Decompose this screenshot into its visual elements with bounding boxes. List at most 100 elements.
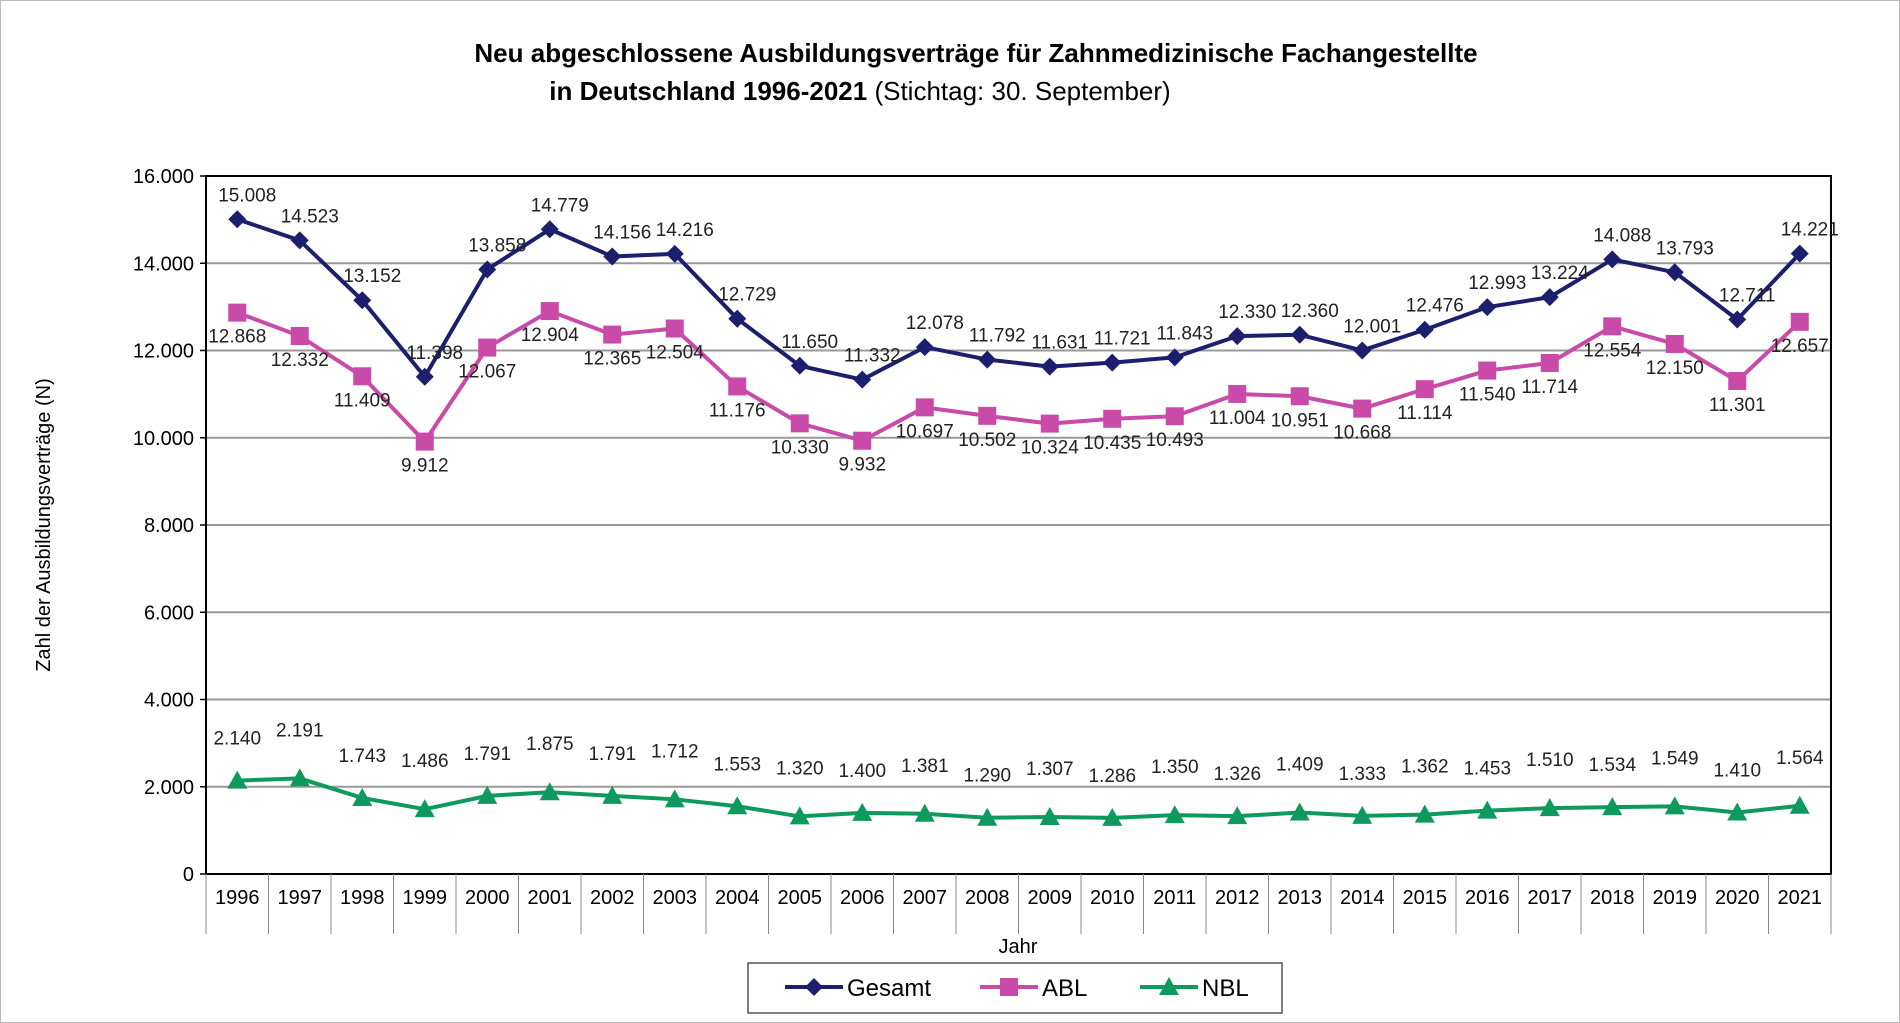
- data-point: [914, 803, 935, 822]
- x-tick-label: 2012: [1215, 887, 1260, 909]
- x-tick-label: 2004: [715, 887, 760, 909]
- chart-title-line2-bold: in Deutschland 1996-2021: [549, 76, 867, 106]
- data-point: [478, 338, 497, 357]
- y-axis-label: Zahl der Ausbildungsverträge (N): [33, 378, 55, 671]
- data-point: [1040, 414, 1059, 433]
- data-point: [290, 327, 309, 346]
- data-point: [1290, 387, 1309, 406]
- data-point: [1603, 317, 1622, 336]
- data-label: 1.549: [1651, 748, 1699, 769]
- x-tick-label: 2020: [1715, 887, 1760, 909]
- data-point: [1540, 353, 1559, 372]
- data-label: 12.868: [208, 327, 266, 348]
- data-point: [352, 787, 373, 806]
- data-point: [1790, 244, 1809, 263]
- data-point: [1227, 806, 1248, 825]
- chart-title-line1: Neu abgeschlossene Ausbildungsverträge f…: [474, 38, 1477, 68]
- data-label: 12.993: [1468, 273, 1526, 294]
- data-label: 9.932: [838, 455, 886, 476]
- y-tick-label: 0: [183, 864, 194, 886]
- data-label: 10.697: [896, 421, 954, 442]
- data-point: [665, 319, 684, 338]
- data-label: 12.001: [1343, 316, 1401, 337]
- data-label: 11.114: [1397, 403, 1453, 424]
- data-label: 12.330: [1218, 302, 1276, 323]
- data-point: [228, 303, 247, 322]
- data-point: [1539, 798, 1560, 817]
- data-label: 1.564: [1776, 748, 1824, 769]
- data-point: [1478, 361, 1497, 380]
- data-point: [1415, 380, 1434, 399]
- data-point: [789, 806, 810, 825]
- data-point: [1665, 263, 1684, 282]
- data-point: [790, 356, 809, 375]
- data-label: 1.320: [776, 758, 824, 779]
- data-label: 11.540: [1459, 385, 1516, 406]
- data-label: 12.657: [1771, 336, 1829, 357]
- series-gesamt: [228, 210, 1809, 389]
- data-label: 1.409: [1276, 755, 1324, 776]
- data-label: 14.156: [593, 222, 651, 243]
- data-label: 10.951: [1271, 410, 1329, 431]
- chart-title-line2-normal: (Stichtag: 30. September): [867, 76, 1170, 106]
- legend-marker-gesamt: [805, 978, 823, 996]
- data-label: 1.410: [1713, 760, 1761, 781]
- data-point: [853, 431, 872, 450]
- data-label: 1.326: [1213, 764, 1261, 785]
- x-tick-label: 2016: [1465, 887, 1510, 909]
- data-label: 11.650: [781, 332, 838, 353]
- data-point: [1040, 357, 1059, 376]
- data-point: [1102, 807, 1123, 826]
- data-point: [1352, 805, 1373, 824]
- y-tick-label: 14.000: [133, 253, 194, 275]
- data-label: 11.004: [1209, 408, 1266, 429]
- data-point: [1228, 384, 1247, 403]
- data-label: 1.486: [401, 751, 449, 772]
- data-point: [1228, 327, 1247, 346]
- data-label: 10.493: [1146, 430, 1204, 451]
- data-point: [978, 406, 997, 425]
- data-point: [1602, 797, 1623, 816]
- data-label: 1.290: [963, 766, 1011, 787]
- x-tick-label: 2011: [1153, 887, 1196, 909]
- x-axis-label: Jahr: [999, 936, 1038, 958]
- data-label: 11.792: [969, 326, 1026, 347]
- data-label: 1.553: [713, 754, 761, 775]
- x-tick-label: 2008: [965, 887, 1010, 909]
- data-point: [664, 789, 685, 808]
- data-point: [478, 260, 497, 279]
- series-line-abl: [236, 309, 1802, 444]
- data-label: 12.150: [1646, 358, 1704, 379]
- data-point: [353, 291, 372, 310]
- data-point: [665, 244, 684, 263]
- data-label: 1.743: [338, 746, 386, 767]
- data-label: 14.779: [531, 195, 589, 216]
- data-label: 12.711: [1719, 285, 1776, 306]
- data-label: 9.912: [401, 456, 449, 477]
- data-label: 1.333: [1338, 764, 1386, 785]
- series-line-gesamt: [236, 217, 1802, 382]
- x-tick-label: 2006: [840, 887, 885, 909]
- x-tick-label: 1999: [403, 887, 448, 909]
- data-point: [477, 785, 498, 804]
- data-point: [1790, 312, 1809, 331]
- data-point: [852, 802, 873, 821]
- data-point: [977, 807, 998, 826]
- data-label: 1.286: [1088, 766, 1136, 787]
- x-tick-label: 1998: [340, 887, 385, 909]
- y-tick-label: 16.000: [133, 166, 194, 188]
- data-label: 1.791: [463, 744, 511, 765]
- data-point: [1353, 399, 1372, 418]
- x-tick-label: 2010: [1090, 887, 1135, 909]
- data-point: [602, 785, 623, 804]
- legend-label-gesamt: Gesamt: [847, 975, 931, 1002]
- x-tick-label: 2000: [465, 887, 510, 909]
- legend-marker-abl: [1000, 978, 1018, 996]
- data-point: [1789, 795, 1810, 814]
- data-point: [1103, 409, 1122, 428]
- data-point: [1164, 805, 1185, 824]
- data-label: 1.534: [1588, 755, 1636, 776]
- data-label: 11.721: [1094, 329, 1151, 350]
- data-point: [1477, 800, 1498, 819]
- data-point: [289, 768, 310, 787]
